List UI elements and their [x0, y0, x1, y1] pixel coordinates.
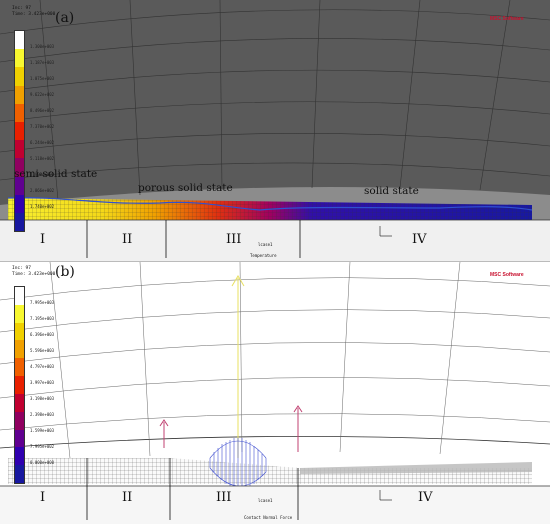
scale-tick: 1.599e+003 — [30, 428, 55, 433]
scale-tick: 2.398e+003 — [30, 412, 55, 417]
die-region — [0, 0, 550, 205]
inc-label: Inc: 97 — [12, 6, 31, 11]
time-label: Time: 3.423e+000 — [12, 272, 56, 277]
scale-tick: 1.300e+003 — [30, 44, 55, 49]
lcase-label: lcase1 — [258, 242, 273, 247]
scale-tick: 1.075e+003 — [30, 76, 55, 81]
scale-tick: 3.997e+003 — [30, 380, 55, 385]
msc-logo: MSC Software — [490, 272, 524, 278]
header-info: Inc: 97 Time: 3.423e+000 — [12, 266, 55, 278]
scale-tick: 3.198e+003 — [30, 396, 55, 401]
color-scale — [14, 286, 25, 484]
region-label-4: IV — [418, 490, 433, 505]
lcase-label: lcase1 — [258, 498, 273, 503]
scale-tick: 4.797e+003 — [30, 364, 55, 369]
annotation-porous: porous solid state — [138, 182, 233, 194]
msc-logo: MSC Software — [490, 16, 524, 22]
region-label-3: III — [226, 232, 242, 247]
annotation-solid: solid state — [364, 185, 419, 197]
region-label-1: I — [40, 490, 46, 505]
region-label-1: I — [40, 232, 46, 247]
scale-tick: 6.396e+003 — [30, 332, 55, 337]
scale-tick: 7.370e+002 — [30, 124, 55, 129]
scale-tick: 9.622e+002 — [30, 92, 55, 97]
scale-tick: 8.496e+002 — [30, 108, 55, 113]
region-label-3: III — [216, 490, 232, 505]
result-title: Contact Normal Force — [244, 515, 293, 520]
panel-a-canvas — [0, 0, 550, 261]
panel-label: (a) — [55, 10, 75, 26]
scale-tick: 7.995e+002 — [30, 444, 55, 449]
time-label: Time: 3.423e+000 — [12, 12, 56, 17]
scale-tick: 1.740e+002 — [30, 204, 55, 209]
scale-tick: 2.866e+002 — [30, 188, 55, 193]
inc-label: Inc: 97 — [12, 266, 31, 271]
panel-label: (b) — [55, 264, 75, 280]
region-label-4: IV — [412, 232, 427, 247]
scale-tick: 1.187e+003 — [30, 60, 55, 65]
color-scale — [14, 30, 25, 232]
header-info: Inc: 97 Time: 3.423e+000 — [12, 6, 55, 18]
annotation-semi-solid: semi-solid state — [14, 168, 98, 180]
panel-b-canvas — [0, 262, 550, 524]
scale-tick: 6.244e+002 — [30, 140, 55, 145]
scale-tick: 3.992e+002 — [30, 172, 55, 177]
scale-tick: 7.195e+003 — [30, 316, 55, 321]
scale-tick: 0.000e+000 — [30, 460, 55, 465]
result-title: Temperature — [250, 253, 277, 258]
scale-tick: 5.596e+003 — [30, 348, 55, 353]
scale-tick: 5.118e+002 — [30, 156, 55, 161]
panel-b-contact-force: Inc: 97 Time: 3.423e+000 (b) MSC Softwar… — [0, 261, 550, 524]
region-label-2: II — [122, 232, 133, 247]
panel-a-temperature: Inc: 97 Time: 3.423e+000 (a) MSC Softwar… — [0, 0, 550, 261]
region-label-2: II — [122, 490, 133, 505]
scale-tick: 7.995e+003 — [30, 300, 55, 305]
